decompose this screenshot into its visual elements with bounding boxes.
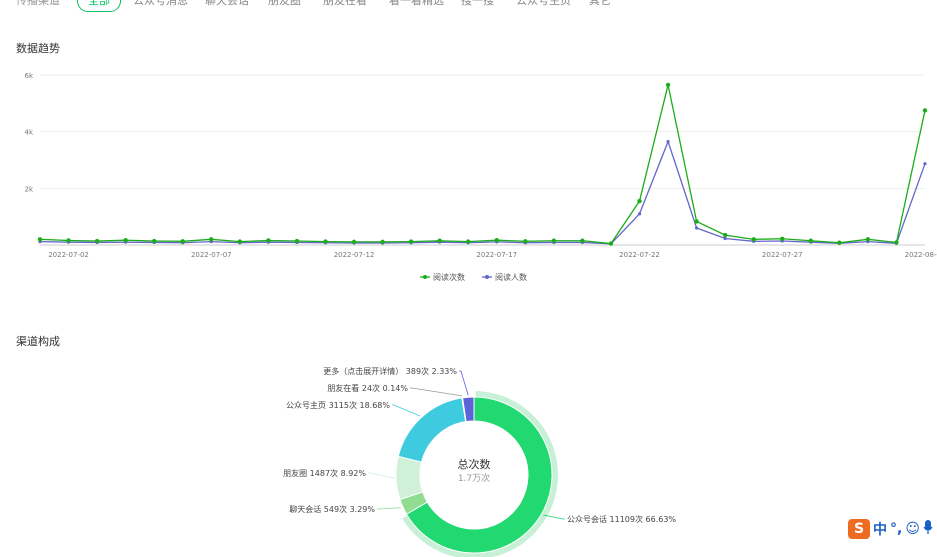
slice-leader-line <box>392 404 421 417</box>
data-point-read-count[interactable] <box>94 238 100 244</box>
data-point-read-count[interactable] <box>665 82 671 88</box>
data-point-read-count[interactable] <box>722 232 728 238</box>
slice-leader-line <box>410 387 463 397</box>
chart-legend: 阅读次数 阅读人数 <box>420 272 527 282</box>
tab-top-stories[interactable]: 看一看精选 <box>389 0 444 7</box>
slice-label: 公众号会话 11109次 66.63% <box>567 514 676 524</box>
data-point-read-count[interactable] <box>922 108 928 113</box>
data-point-read-count[interactable] <box>237 239 243 244</box>
data-point-read-count[interactable] <box>894 240 899 245</box>
data-point-read-count[interactable] <box>494 237 499 243</box>
data-point-read-count[interactable] <box>808 238 814 243</box>
x-tick-label: 2022-07-02 <box>48 251 89 259</box>
smile-icon[interactable]: ☺ <box>905 521 920 537</box>
channel-donut-chart: 总次数 1.7万次 公众号会话 11109次 66.63% 聊天会话 549次 3… <box>283 366 676 557</box>
legend-label[interactable]: 阅读次数 <box>433 272 465 282</box>
data-point-read-count[interactable] <box>780 236 785 241</box>
tab-official-message[interactable]: 公众号消息 <box>133 0 188 7</box>
legend-label[interactable]: 阅读人数 <box>495 272 527 282</box>
data-point-read-count[interactable] <box>66 238 71 243</box>
data-point-read-count[interactable] <box>266 238 271 243</box>
trend-line-chart: 2k 4k 6k 2022-07-02 2022-07-07 2022-07-12 2022… <box>24 72 937 282</box>
data-point-read-users[interactable] <box>723 236 727 241</box>
series-line-read-count <box>39 84 926 245</box>
data-point-read-count[interactable] <box>751 237 756 242</box>
slice-leader-line <box>543 514 565 520</box>
slice-leader-line <box>368 472 395 479</box>
channel-filter-label: 传播渠道 <box>16 0 60 7</box>
tab-all[interactable]: 全部 <box>77 0 121 12</box>
data-point-read-count[interactable] <box>437 238 442 243</box>
tab-search[interactable]: 搜一搜 <box>461 0 494 7</box>
data-point-read-count[interactable] <box>209 237 214 242</box>
ime-logo[interactable]: S <box>848 519 870 539</box>
slice-leader-line <box>377 507 402 510</box>
data-point-read-count[interactable] <box>865 237 871 242</box>
x-tick-label: 2022-08-01 <box>905 251 937 259</box>
data-point-read-count[interactable] <box>466 239 471 244</box>
legend-marker[interactable] <box>423 275 427 279</box>
slice-label: 朋友圈 1487次 8.92% <box>283 468 366 478</box>
data-point-read-count[interactable] <box>551 238 557 243</box>
composition-section-title: 渠道构成 <box>16 335 60 348</box>
data-point-read-count[interactable] <box>123 237 128 243</box>
data-point-read-count[interactable] <box>294 238 300 244</box>
slice-leader-line <box>459 370 469 396</box>
ime-punctuation-toggle[interactable]: °, <box>890 521 903 537</box>
tab-chat[interactable]: 聊天会话 <box>205 0 249 7</box>
x-tick-label: 2022-07-27 <box>762 251 803 259</box>
data-point-read-count[interactable] <box>351 239 357 245</box>
tab-friends-watching[interactable]: 朋友在看 <box>323 0 367 7</box>
y-tick-label: 6k <box>24 72 33 80</box>
data-point-read-count[interactable] <box>37 237 43 242</box>
x-tick-label: 2022-07-17 <box>476 251 517 259</box>
donut-slice[interactable] <box>397 397 467 463</box>
data-point-read-count[interactable] <box>637 198 642 204</box>
data-point-read-count[interactable] <box>580 238 585 243</box>
slice-label: 聊天会话 549次 3.29% <box>289 504 375 514</box>
data-point-read-count[interactable] <box>694 219 699 224</box>
x-tick-label: 2022-07-07 <box>191 251 232 259</box>
donut-center-title: 总次数 <box>458 457 491 471</box>
y-tick-label: 4k <box>24 129 33 137</box>
x-tick-label: 2022-07-22 <box>619 251 660 259</box>
y-tick-label: 2k <box>24 185 33 193</box>
donut-slice[interactable] <box>462 396 475 423</box>
series-line-read-users <box>39 139 926 245</box>
donut-slice[interactable] <box>405 396 553 554</box>
data-point-read-count[interactable] <box>151 238 157 244</box>
tab-other[interactable]: 其它 <box>589 0 611 7</box>
legend-marker[interactable] <box>485 275 489 279</box>
data-point-read-count[interactable] <box>380 239 385 245</box>
donut-center-value: 1.7万次 <box>458 472 490 484</box>
ime-toolbar[interactable]: S 中 °, ☺ <box>848 517 937 541</box>
data-point-read-users[interactable] <box>923 162 927 166</box>
data-point-read-users[interactable] <box>666 139 670 144</box>
data-point-read-users[interactable] <box>695 226 699 230</box>
ime-language-toggle[interactable]: 中 <box>873 522 887 538</box>
data-point-read-count[interactable] <box>408 239 414 244</box>
data-point-read-count[interactable] <box>837 240 842 245</box>
donut-slice[interactable] <box>395 455 424 501</box>
data-point-read-users[interactable] <box>637 212 642 216</box>
data-point-read-count[interactable] <box>523 239 528 244</box>
data-point-read-count[interactable] <box>180 239 185 244</box>
x-tick-label: 2022-07-12 <box>334 251 375 259</box>
slice-label: 朋友在看 24次 0.14% <box>327 383 408 393</box>
trend-section-title: 数据趋势 <box>16 42 60 55</box>
data-point-read-count[interactable] <box>608 241 614 246</box>
slice-label: 公众号主页 3115次 18.68% <box>286 400 390 410</box>
tab-official-home[interactable]: 公众号主页 <box>516 0 571 7</box>
channel-filter-bar: 传播渠道 全部 公众号消息 聊天会话 朋友圈 朋友在看 看一看精选 搜一搜 公众… <box>0 0 937 12</box>
microphone-icon[interactable] <box>923 519 933 539</box>
slice-label: 更多（点击展开详情） 389次 2.33% <box>323 366 457 376</box>
tab-moments[interactable]: 朋友圈 <box>268 0 301 7</box>
data-point-read-count[interactable] <box>323 239 328 244</box>
